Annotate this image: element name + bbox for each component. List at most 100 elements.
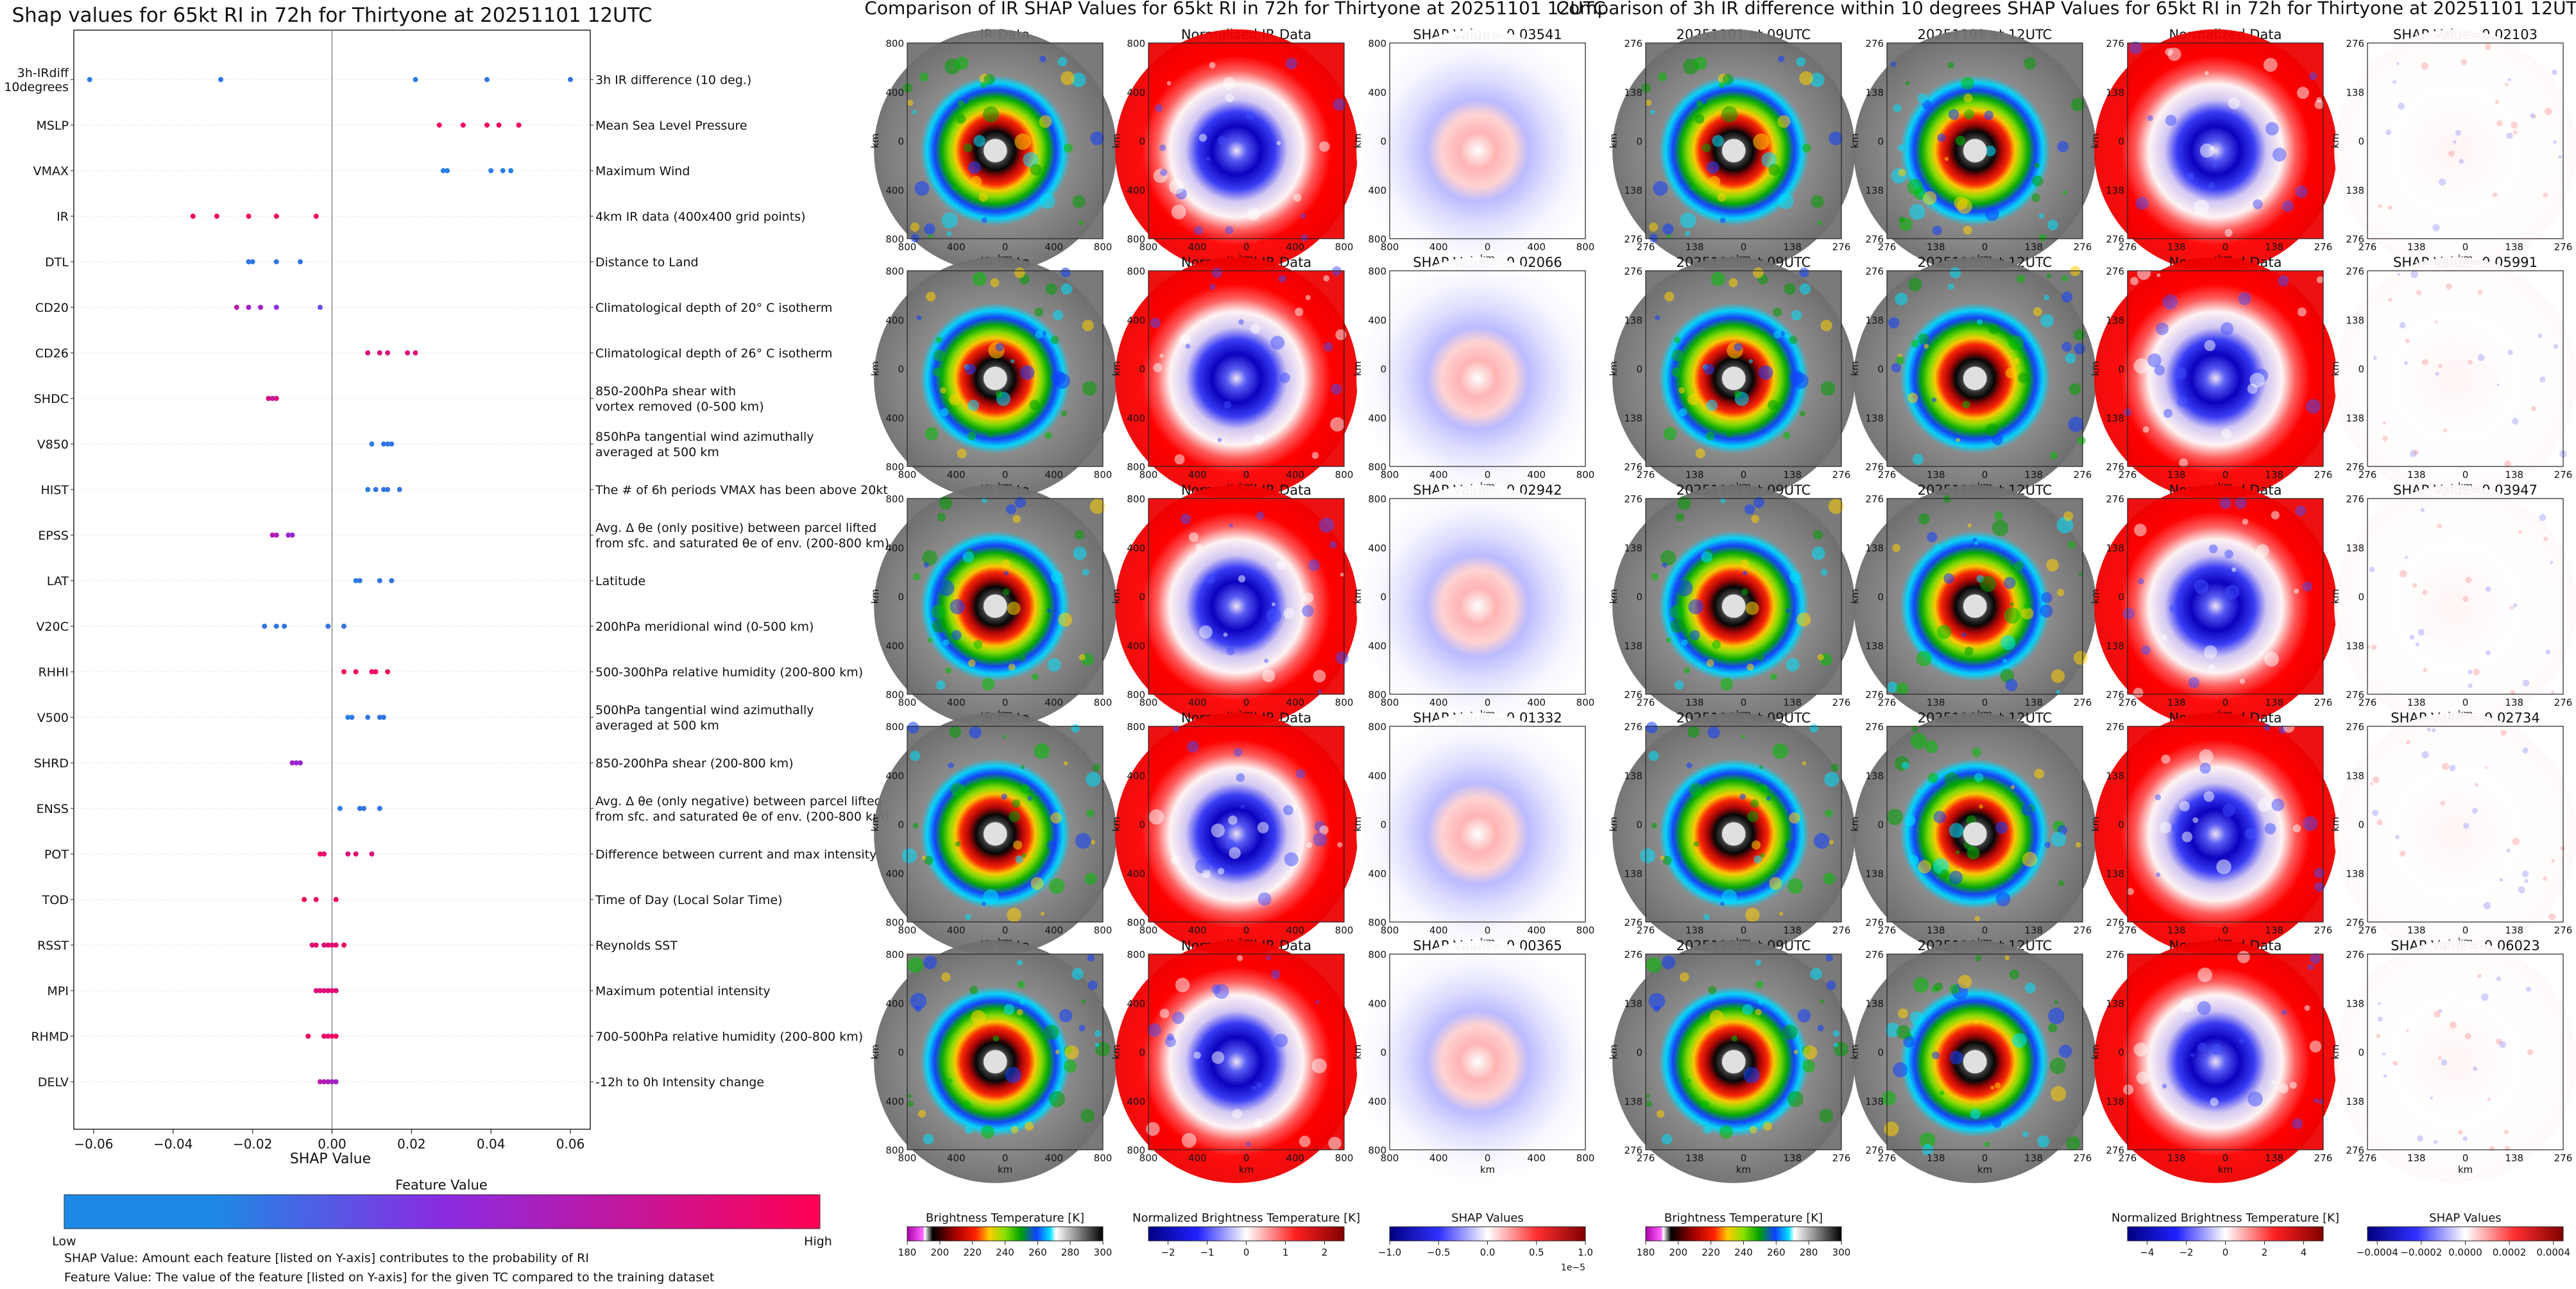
faint-field <box>2334 257 2576 500</box>
shap-point <box>269 533 275 538</box>
norm-cell <box>1211 984 1221 994</box>
y-axis-label: km <box>869 589 881 604</box>
y-tick-label: 276 <box>2346 461 2364 473</box>
cloud-cell <box>1933 810 1947 824</box>
cloud-cell <box>968 161 981 174</box>
cloud-cell <box>2051 832 2067 848</box>
cloud-cell <box>1061 283 1073 295</box>
y-tick-label: 800 <box>1127 949 1145 960</box>
cloud-cell <box>1799 411 1806 417</box>
cloud-cell <box>2034 162 2040 169</box>
cloud-cell <box>1666 637 1671 643</box>
norm-cell <box>2199 762 2211 774</box>
cloud-cell <box>964 914 971 921</box>
cloud-cell <box>2003 577 2016 589</box>
cloud-cell <box>1071 73 1086 87</box>
cloud-cell <box>1693 841 1700 847</box>
cloud-cell <box>972 271 987 287</box>
norm-cell <box>2181 832 2193 842</box>
cloud-cell <box>1048 878 1065 894</box>
cloud-cell <box>1972 538 1977 543</box>
x-tick-label: 138 <box>2167 697 2186 708</box>
norm-cell <box>2314 882 2325 892</box>
cloud-cell <box>1787 1091 1804 1107</box>
cloud-cell <box>1886 681 1898 693</box>
cloud-cell <box>2056 516 2074 534</box>
shap-speckle <box>2524 879 2529 884</box>
image-frame <box>2127 270 2324 467</box>
cloud-cell <box>1008 663 1016 671</box>
feature-description-label: Reynolds SST <box>595 939 678 953</box>
x-tick-label: 138 <box>2265 469 2283 481</box>
x-tick-label: 0 <box>2462 241 2469 253</box>
cloud-cell <box>1749 1125 1757 1134</box>
norm-cell <box>1256 511 1265 520</box>
x-tick-label: 276 <box>2554 469 2573 481</box>
norm-cell <box>1311 452 1319 459</box>
shap-point <box>289 760 295 765</box>
y-tick-label: 0 <box>1139 819 1145 831</box>
norm-cell <box>2210 1097 2219 1106</box>
norm-cell <box>2237 950 2250 964</box>
shap-point <box>297 259 303 264</box>
cloud-cell <box>2054 1000 2058 1004</box>
x-tick-label: −0.04 <box>153 1136 192 1152</box>
cloud-cell <box>1888 317 1900 329</box>
y-tick-label: 138 <box>2106 314 2124 326</box>
cloud-cell <box>1702 99 1707 104</box>
y-axis-label: km <box>1608 361 1619 376</box>
shap-point <box>325 1079 331 1084</box>
cloud-cell <box>940 387 947 394</box>
norm-cell <box>2228 97 2240 110</box>
norm-cell <box>2265 122 2279 136</box>
x-tick-label: 400 <box>1045 925 1063 936</box>
shap-speckle <box>2438 363 2443 368</box>
y-axis-label: km <box>2330 1045 2341 1059</box>
cloud-cell <box>1086 809 1095 818</box>
cloud-cell <box>1003 588 1010 595</box>
shap-speckle <box>2485 586 2491 592</box>
shap-point <box>385 669 391 674</box>
norm-cell <box>1209 284 1216 290</box>
cloud-cell <box>1645 1093 1650 1098</box>
cloud-cell <box>1817 1025 1824 1032</box>
y-tick-label: 400 <box>885 542 904 554</box>
colorbar-tick-label: 200 <box>1669 1247 1688 1258</box>
x-tick-label: 276 <box>1832 697 1851 708</box>
cloud-cell <box>1975 955 1982 962</box>
shap-point <box>286 533 291 538</box>
x-tick-label: 400 <box>1429 241 1448 253</box>
x-tick-label: 400 <box>947 697 966 708</box>
shap-point <box>317 851 323 857</box>
norm-cell <box>2133 358 2149 374</box>
cloud-cell <box>1082 568 1089 576</box>
y-tick-label: 0 <box>2118 364 2124 375</box>
cloud-cell <box>1909 855 1919 866</box>
y-axis-label: km <box>1608 133 1619 148</box>
y-tick-label: 400 <box>1368 1096 1386 1107</box>
norm-cell <box>1283 805 1294 815</box>
y-tick-label: 138 <box>1624 542 1642 554</box>
cloud-cell <box>1651 823 1657 829</box>
y-tick-label: 400 <box>1127 640 1145 652</box>
norm-cell <box>1295 769 1306 779</box>
norm-cell <box>1202 869 1211 878</box>
cloud-cell <box>1648 222 1659 232</box>
shap-point <box>333 1034 339 1039</box>
shap-point <box>273 305 279 310</box>
norm-cell <box>1318 517 1335 533</box>
cloud-cell <box>939 496 953 510</box>
shap-point <box>397 487 402 492</box>
shap-point <box>297 760 303 765</box>
cloud-cell <box>1694 56 1707 70</box>
cloud-cell <box>1063 1059 1077 1073</box>
y-tick-label: 276 <box>1865 917 1884 928</box>
shap-speckle <box>2443 428 2448 432</box>
y-tick-label: 138 <box>2106 770 2124 781</box>
x-tick-label: 138 <box>1685 697 1704 708</box>
cloud-cell <box>1686 762 1693 769</box>
x-tick-label: 276 <box>1878 1152 1897 1164</box>
y-tick-label: 0 <box>1139 1047 1145 1059</box>
norm-cell <box>1185 343 1191 349</box>
x-axis-label: km <box>2218 1164 2233 1175</box>
